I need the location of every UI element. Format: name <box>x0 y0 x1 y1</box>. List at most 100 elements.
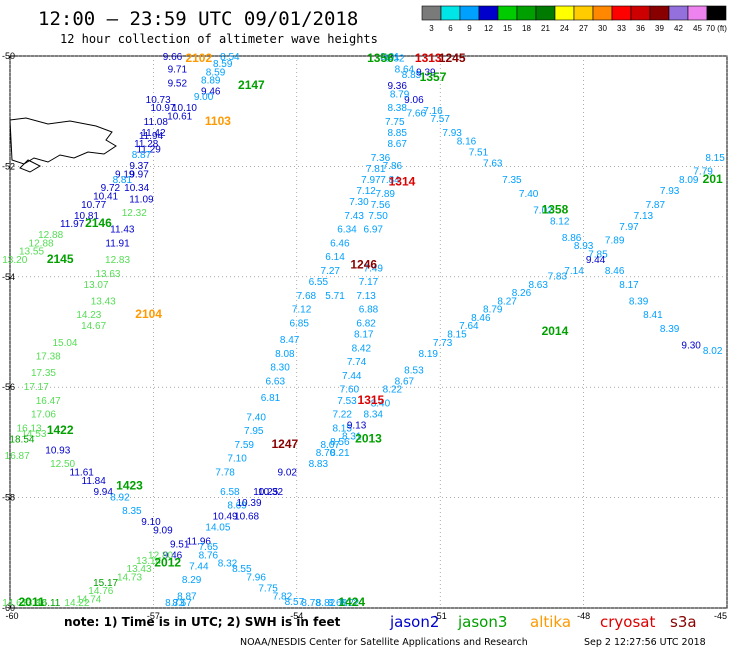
colorbar-swatch <box>459 5 480 21</box>
pass-time-label: 1247 <box>271 437 298 451</box>
pass-time-label: 2147 <box>238 78 265 92</box>
wave-height-value: 8.85 <box>387 128 407 139</box>
wave-height-value: 8.27 <box>497 296 517 307</box>
colorbar-label: 33 <box>617 24 626 33</box>
wave-height-value: 8.64 <box>395 65 415 76</box>
colorbar-swatch <box>516 5 537 21</box>
y-tick-label: -60 <box>2 603 15 613</box>
colorbar-swatch <box>421 5 442 21</box>
x-tick-label: -54 <box>290 611 303 621</box>
wave-height-value: 8.21 <box>330 448 350 459</box>
wave-height-value: 10.10 <box>172 103 197 114</box>
wave-height-value: 7.17 <box>359 277 379 288</box>
wave-height-value: 7.87 <box>646 200 666 211</box>
wave-height-value: 7.13 <box>356 291 376 302</box>
wave-height-value: 12.83 <box>105 255 130 266</box>
legend-altika: altika <box>530 613 571 631</box>
wave-height-value: 9.39 <box>416 67 436 78</box>
wave-height-value: 13.55 <box>19 247 44 258</box>
wave-height-value: 7.96 <box>246 572 266 583</box>
satellite-legend: jason2 jason3 altika cryosat s3a <box>389 613 697 631</box>
colorbar-swatch <box>497 5 518 21</box>
wave-height-value: 7.97 <box>361 175 381 186</box>
wave-height-value: 7.79 <box>693 167 713 178</box>
wave-height-value: 14.76 <box>88 586 113 597</box>
wave-height-value: 7.36 <box>371 153 391 164</box>
wave-height-value: 8.63 <box>528 280 548 291</box>
wave-height-value: 9.51 <box>170 539 190 550</box>
wave-height-value: 7.65 <box>199 542 219 553</box>
wave-height-value: 8.87 <box>177 592 197 603</box>
pass-time-label: 2146 <box>85 216 112 230</box>
wave-height-value: 14.05 <box>205 523 230 534</box>
colorbar-label: 3 <box>429 24 434 33</box>
wave-height-value: 7.12 <box>292 305 312 316</box>
wave-height-value: 9.94 <box>93 487 113 498</box>
wave-height-value: 11.08 <box>144 117 169 128</box>
pass-time-label: 2145 <box>47 252 74 266</box>
x-tick-label: -60 <box>5 611 18 621</box>
x-tick-label: -51 <box>434 611 447 621</box>
wave-height-value: 13.43 <box>91 296 116 307</box>
wave-height-value: 12.50 <box>50 459 75 470</box>
wave-height-value: 7.51 <box>469 147 489 158</box>
wave-height-value: 18.54 <box>9 434 34 445</box>
wave-height-value: 7.12 <box>356 186 376 197</box>
wave-height-value: 8.39 <box>629 296 649 307</box>
colorbar-swatch <box>668 5 689 21</box>
colorbar-label: 15 <box>503 24 512 33</box>
wave-height-value: 8.67 <box>387 139 407 150</box>
wave-height-value: 8.12 <box>550 216 570 227</box>
wave-height-value: 9.71 <box>168 65 188 76</box>
wave-height-value: 11.28 <box>134 139 159 150</box>
wave-height-value: 8.31 <box>342 432 362 443</box>
wave-height-value: 17.38 <box>36 352 61 363</box>
wave-height-value: 8.59 <box>213 59 233 70</box>
wave-height-value: 7.43 <box>344 211 364 222</box>
colorbar-swatch <box>554 5 575 21</box>
wave-height-value: 12.80 <box>148 550 173 561</box>
wave-height-value: 8.17 <box>619 280 639 291</box>
wave-height-value: 8.73 <box>165 598 185 609</box>
wave-height-value: 7.13 <box>634 211 654 222</box>
wave-height-value: 7.85 <box>588 249 608 260</box>
pass-time-label: 2012 <box>154 556 181 570</box>
wave-height-value: 8.35 <box>122 506 142 517</box>
wave-height-value: 7.68 <box>297 291 317 302</box>
legend-cryosat: cryosat <box>600 613 655 631</box>
colorbar-label: 27 <box>579 24 588 33</box>
wave-height-value: 8.93 <box>574 241 594 252</box>
colorbar-swatch <box>611 5 632 21</box>
colorbar-swatch <box>592 5 613 21</box>
wave-height-value: 8.83 <box>309 459 329 470</box>
wave-height-value: 8.59 <box>206 67 226 78</box>
wave-height-value: 7.60 <box>340 385 360 396</box>
colorbar-label: 12 <box>484 24 493 33</box>
wave-height-value: 8.39 <box>660 324 680 335</box>
footer-credit: NOAA/NESDIS Center for Satellite Applica… <box>240 637 528 648</box>
wave-height-value: 10.61 <box>167 111 192 122</box>
colorbar-label: 70 (ft) <box>706 24 727 33</box>
wave-height-value: 7.82 <box>273 592 293 603</box>
wave-height-value: 8.30 <box>270 363 290 374</box>
colorbar-label: 9 <box>467 24 472 33</box>
wave-height-value: 10.97 <box>150 103 175 114</box>
wave-height-value: 9.02 <box>278 468 298 479</box>
wave-height-value: 11.61 <box>70 468 95 479</box>
wave-height-value: 7.40 <box>519 189 539 200</box>
colorbar-label: 39 <box>655 24 664 33</box>
wave-height-value: 8.86 <box>562 233 582 244</box>
colorbar-label: 42 <box>674 24 683 33</box>
wave-height-value: 13.43 <box>127 564 152 575</box>
wave-height-value: 10.93 <box>45 445 70 456</box>
wave-height-value: 10.77 <box>81 200 106 211</box>
wave-height-value: 9.97 <box>129 169 149 180</box>
wave-height-value: 6.58 <box>220 487 240 498</box>
wave-height-value: 7.78 <box>215 468 235 479</box>
wave-height-value: 13.07 <box>84 280 109 291</box>
wave-height-value: 6.82 <box>356 318 376 329</box>
wave-height-value: 9.66 <box>163 52 183 63</box>
wave-height-value: 7.44 <box>342 371 362 382</box>
pass-time-label: 2011 <box>18 595 44 609</box>
axis-ticks: -60 -57 -54 -51 -48 -45 -50 -52 -54 -56 -58 -60 <box>2 51 727 621</box>
